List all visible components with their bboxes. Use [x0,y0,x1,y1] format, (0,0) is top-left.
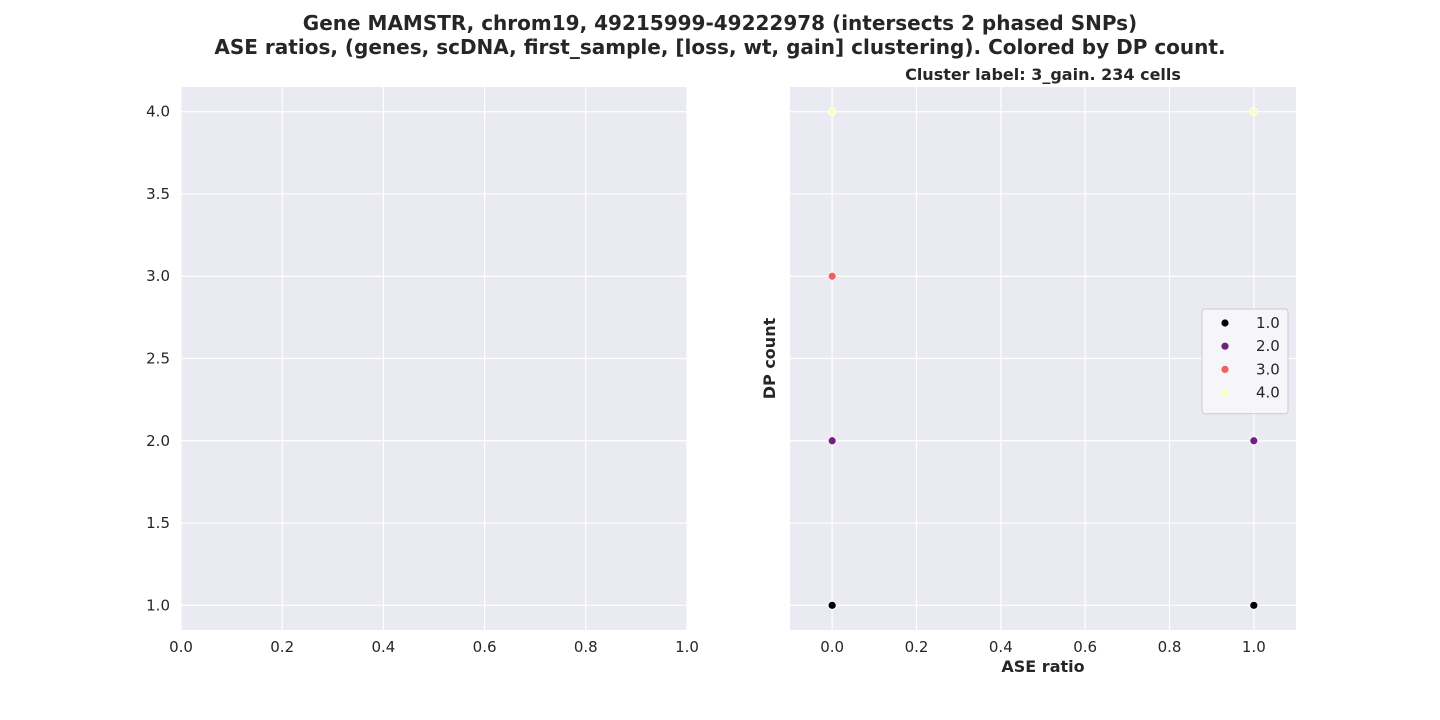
left-ytick-label: 2.5 [146,350,170,368]
left-xtick-label: 0.0 [169,638,193,656]
right-scatter-point-5 [1249,436,1259,446]
left-xtick-label: 0.4 [371,638,395,656]
right-scatter-point-1 [827,436,837,446]
left-xtick-label: 0.8 [574,638,598,656]
right-xtick-label: 1.0 [1242,638,1266,656]
left-ytick-label: 1.5 [146,514,170,532]
right-xtick-label: 0.2 [905,638,929,656]
left-xtick-label: 0.6 [473,638,497,656]
right-xtick-label: 0.6 [1073,638,1097,656]
left-ytick-label: 3.5 [146,185,170,203]
figure-title-line2: ASE ratios, (genes, scDNA, first_sample,… [214,35,1225,59]
legend-marker-0 [1221,319,1229,327]
right-subplot: 0.0 0.2 0.4 0.6 0.8 1.0 Cluster label: 3_gain.… [760,65,1296,676]
right-scatter-point-6 [1249,107,1259,117]
legend-label-0: 1.0 [1256,314,1280,332]
left-ytick-label: 4.0 [146,103,170,121]
right-scatter-point-0 [827,600,837,610]
right-xtick-label: 0.0 [820,638,844,656]
left-subplot: 0.0 0.2 0.4 0.6 0.8 1.0 1.0 1.5 2.0 2.5 3.0 3.5 4.0 [146,87,699,656]
right-scatter-point-4 [1249,600,1259,610]
right-xtick-label: 0.4 [989,638,1013,656]
left-ytick-label: 2.0 [146,432,170,450]
figure-title-line1: Gene MAMSTR, chrom19, 49215999-49222978 … [303,11,1137,35]
right-subplot-title: Cluster label: 3_gain. 234 cells [905,65,1181,84]
right-x-axis-label: ASE ratio [1001,657,1084,676]
right-y-axis-label: DP count [760,317,779,399]
legend-marker-3 [1221,389,1229,397]
left-xtick-label: 0.2 [270,638,294,656]
legend-box [1201,308,1289,415]
left-xtick-label: 1.0 [675,638,699,656]
right-scatter-point-3 [827,107,837,117]
legend-marker-1 [1221,342,1229,350]
left-ytick-label: 1.0 [146,596,170,614]
left-ytick-label: 3.0 [146,267,170,285]
legend-label-3: 4.0 [1256,384,1280,402]
legend-label-2: 3.0 [1256,360,1280,378]
right-xtick-label: 0.8 [1158,638,1182,656]
right-scatter-point-2 [827,271,837,281]
legend-marker-2 [1221,365,1229,373]
legend-label-1: 2.0 [1256,337,1280,355]
